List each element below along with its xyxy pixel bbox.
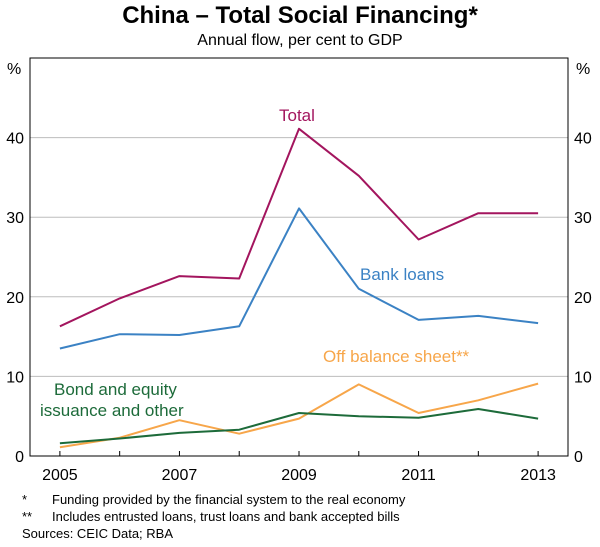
y-unit-left: % <box>7 61 21 78</box>
y-tick-right-30: 30 <box>574 210 592 227</box>
label-bank-loans: Bank loans <box>360 265 444 284</box>
y-tick-left-30: 30 <box>6 210 24 227</box>
x-tick-2007: 2007 <box>162 467 198 484</box>
off-balance-sheet-line <box>59 382 539 449</box>
footnote-1-mark: * <box>22 492 28 507</box>
bank-loans-line <box>59 207 539 350</box>
sources: Sources: CEIC Data; RBA <box>22 526 173 541</box>
chart-subtitle: Annual flow, per cent to GDP <box>197 32 403 49</box>
y-tick-right-40: 40 <box>574 131 592 148</box>
y-tick-left-10: 10 <box>6 369 24 386</box>
total-line <box>59 127 539 328</box>
footnote-2-mark: ** <box>22 509 33 524</box>
gridlines <box>30 137 568 377</box>
y-tick-right-0: 0 <box>574 449 583 466</box>
y-tick-left-40: 40 <box>6 131 24 148</box>
footnote-2: ** Includes entrusted loans, trust loans… <box>22 508 405 525</box>
series-labels: Total Bank loans Off balance sheet** Bond a… <box>40 106 470 420</box>
footnote-1-text: Funding provided by the financial system… <box>52 492 406 507</box>
y-tick-right-20: 20 <box>574 290 592 307</box>
footnote-2-text: Includes entrusted loans, trust loans an… <box>52 509 400 524</box>
axis-ticks: 0 0 10 10 20 20 30 30 40 40 2005 2007 2009 2011 2013 <box>6 131 592 484</box>
series-lines <box>59 127 539 449</box>
x-tick-2005: 2005 <box>42 467 78 484</box>
label-bond-equity-line-2: issuance and other <box>40 401 184 420</box>
label-total: Total <box>279 106 315 125</box>
x-tick-2013: 2013 <box>520 467 556 484</box>
bond-equity-line <box>59 408 539 445</box>
label-bond-equity-line-1: Bond and equity <box>54 380 177 399</box>
label-off-balance-sheet: Off balance sheet** <box>323 347 470 366</box>
footnote-1: * Funding provided by the financial syst… <box>22 491 405 508</box>
y-tick-left-20: 20 <box>6 290 24 307</box>
y-tick-right-10: 10 <box>574 369 592 386</box>
y-tick-left-0: 0 <box>15 449 24 466</box>
x-tick-2009: 2009 <box>281 467 317 484</box>
chart-title: China – Total Social Financing* <box>122 2 478 29</box>
x-tick-2011: 2011 <box>401 467 436 484</box>
y-unit-right: % <box>576 61 590 78</box>
footnotes: * Funding provided by the financial syst… <box>22 491 405 542</box>
